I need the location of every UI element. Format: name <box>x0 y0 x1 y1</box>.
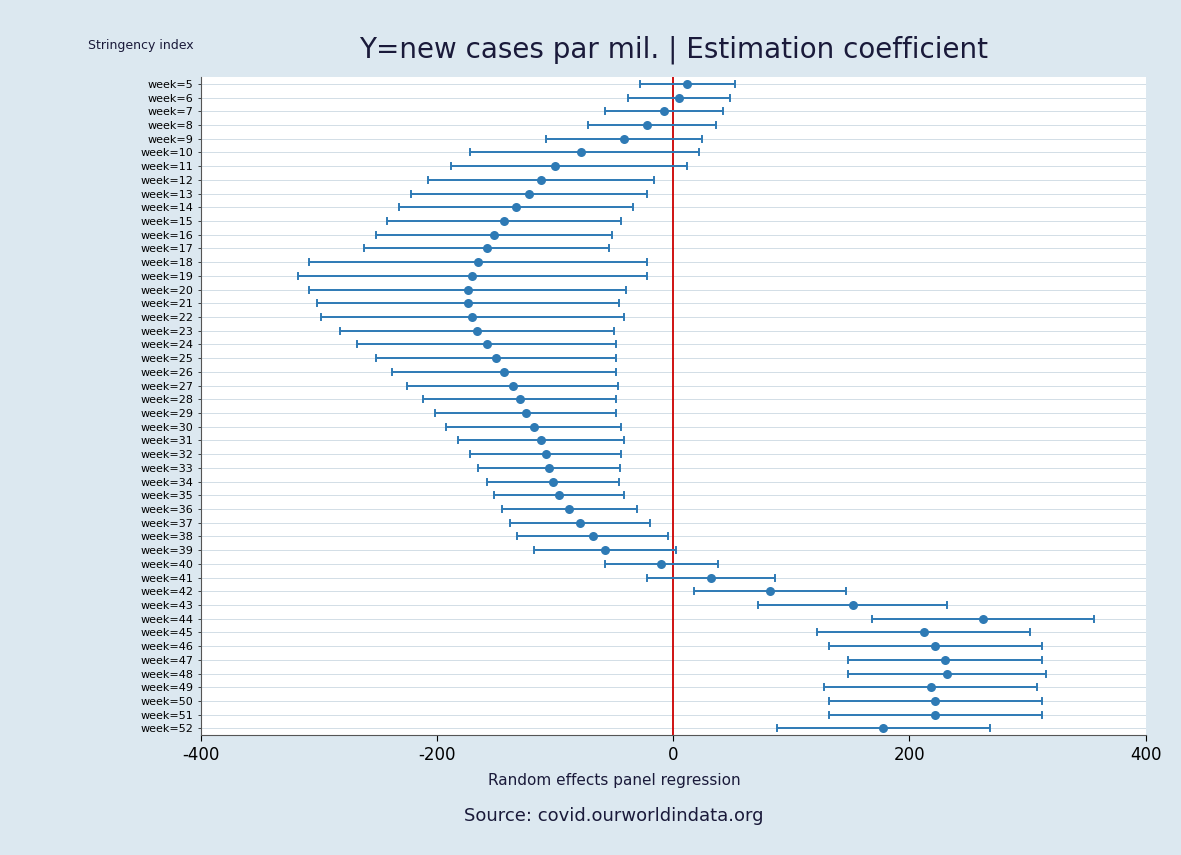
Text: Random effects panel regression: Random effects panel regression <box>488 773 740 788</box>
Title: Y=new cases par mil. | Estimation coefficient: Y=new cases par mil. | Estimation coeffi… <box>359 36 987 64</box>
Text: Source: covid.ourworldindata.org: Source: covid.ourworldindata.org <box>464 807 764 825</box>
Text: Stringency index: Stringency index <box>89 39 194 52</box>
